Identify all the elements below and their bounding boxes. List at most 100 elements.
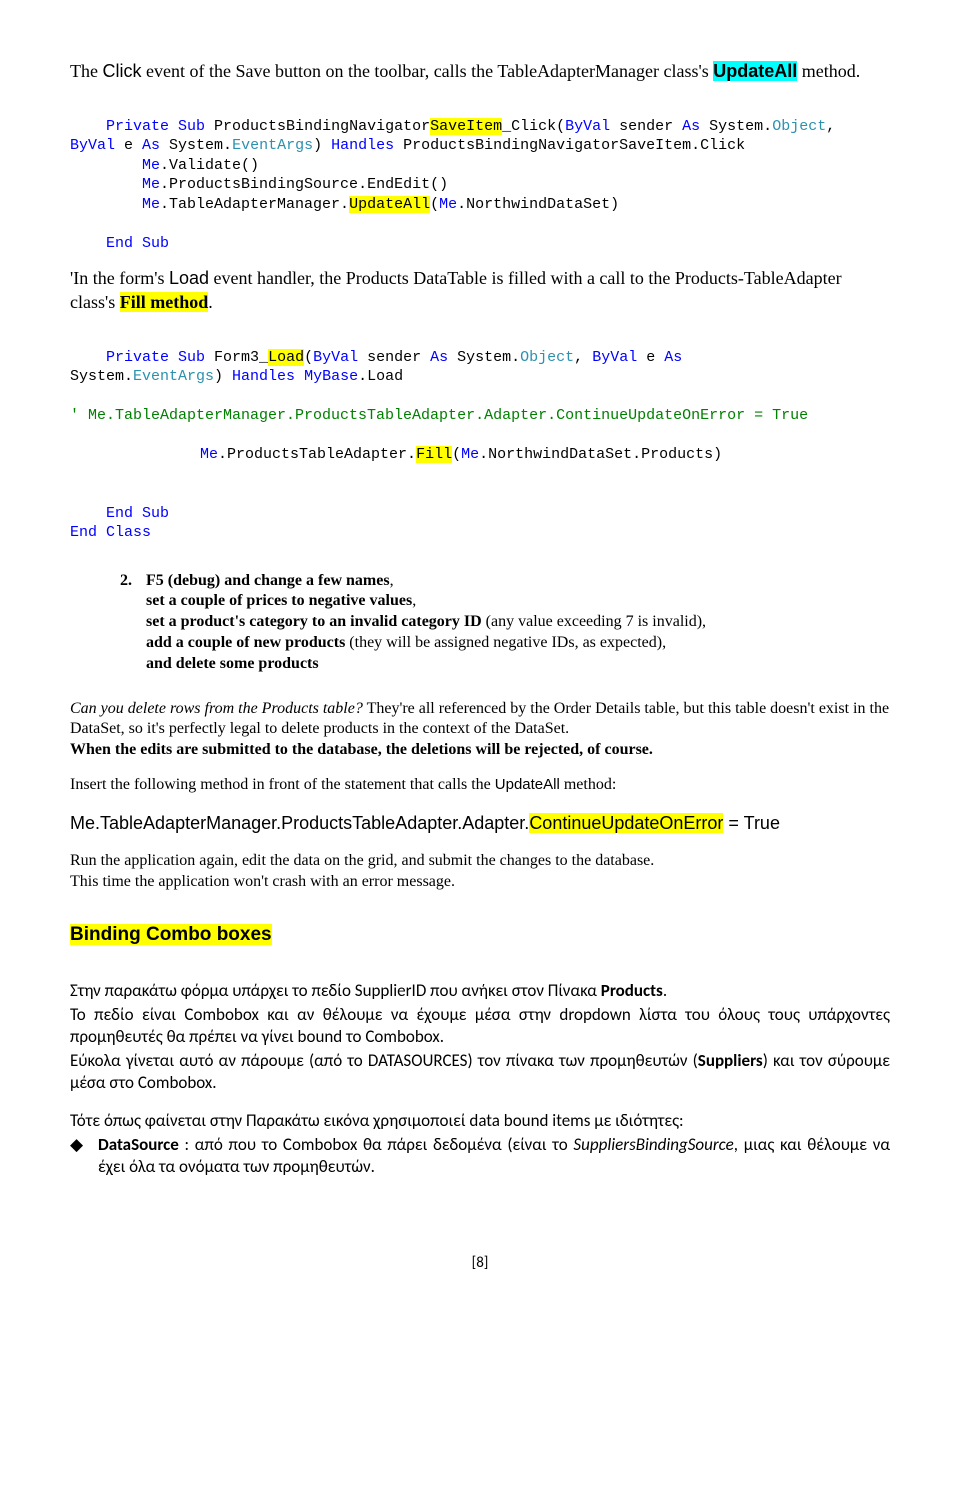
load-word: Load xyxy=(169,268,209,288)
txt: form's xyxy=(119,268,169,288)
run-again-paragraph: Run the application again, edit the data… xyxy=(70,851,890,893)
kw: ByVal xyxy=(565,118,610,135)
txt: ( xyxy=(452,446,461,463)
txt: e xyxy=(637,349,664,366)
kw: Private Sub xyxy=(70,118,205,135)
kw: Private Sub xyxy=(70,349,205,366)
load-paragraph: 'In the form's Load event handler, the P… xyxy=(70,267,890,314)
kw: As xyxy=(430,349,448,366)
txt: : από που το Combobox θα πάρει δεδομένα … xyxy=(179,1134,574,1155)
txt: System. xyxy=(160,137,232,154)
click-word: Click xyxy=(102,61,141,81)
txt: Form3_ xyxy=(205,349,268,366)
section-heading: Binding Combo boxes xyxy=(70,924,272,945)
continue-update-line: Me.TableAdapterManager.ProductsTableAdap… xyxy=(70,812,890,835)
txt: . xyxy=(208,292,213,312)
kw: Handles xyxy=(331,137,394,154)
delete-rows-paragraph: Can you delete rows from the Products ta… xyxy=(70,699,890,761)
txt: ) xyxy=(214,368,232,385)
kw: As xyxy=(682,118,700,135)
updateall-ref: UpdateAll xyxy=(495,776,560,793)
type: Object xyxy=(772,118,826,135)
kw: MyBase xyxy=(295,368,358,385)
kw: Handles xyxy=(232,368,295,385)
txt: ProductsBindingNavigator xyxy=(205,118,430,135)
insert-method-paragraph: Insert the following method in front of … xyxy=(70,775,890,796)
txt: ) xyxy=(313,137,331,154)
kw: ByVal xyxy=(592,349,637,366)
txt: .Validate() xyxy=(160,157,259,174)
txt: System. xyxy=(700,118,772,135)
txt: Run the application again, edit the data… xyxy=(70,851,890,872)
step-line: add a couple of new products xyxy=(146,634,349,651)
txt: System. xyxy=(448,349,520,366)
kw: Me xyxy=(461,446,479,463)
txt: .TableAdapterManager. xyxy=(160,196,349,213)
text: method. xyxy=(797,61,860,81)
kw: Me xyxy=(70,196,160,213)
txt: ( xyxy=(304,349,313,366)
step-line: set a product's category to an invalid c… xyxy=(146,613,486,630)
page-number: [8] xyxy=(70,1254,890,1274)
txt: Me.TableAdapterManager.ProductsTableAdap… xyxy=(70,813,529,833)
step-line: set a couple of prices to negative value… xyxy=(146,592,412,609)
txt: method: xyxy=(560,776,616,793)
step-2-block: 2. F5 (debug) and change a few names, se… xyxy=(70,571,890,675)
hl: ContinueUpdateOnError xyxy=(529,813,723,833)
step-line: F5 (debug) and change a few names xyxy=(146,572,390,589)
txt: .NorthwindDataSet) xyxy=(457,196,619,213)
txt: ProductsBindingNavigatorSaveItem.Click xyxy=(394,137,745,154)
kw: ByVal xyxy=(70,137,115,154)
type: EventArgs xyxy=(133,368,214,385)
code-block-2: Private Sub Form3_Load(ByVal sender As S… xyxy=(70,328,890,543)
txt: .Load xyxy=(358,368,403,385)
kw: Me xyxy=(70,157,160,174)
step-number: 2. xyxy=(120,572,132,589)
code-block-1: Private Sub ProductsBindingNavigatorSave… xyxy=(70,97,890,253)
greek-section: Στην παρακάτω φόρμα υπάρχει το πεδίο Sup… xyxy=(70,980,890,1179)
txt: .NorthwindDataSet.Products) xyxy=(479,446,722,463)
type: Object xyxy=(520,349,574,366)
txt: .ProductsTableAdapter. xyxy=(218,446,416,463)
bullet-icon: ◆ xyxy=(70,1135,83,1154)
intro-paragraph: The Click event of the Save button on th… xyxy=(70,60,890,83)
type: EventArgs xyxy=(232,137,313,154)
txt: , xyxy=(412,592,416,609)
txt: sender xyxy=(358,349,430,366)
hl: SaveItem xyxy=(430,118,502,135)
txt: SuppliersBindingSource xyxy=(573,1134,733,1155)
datasource-label: DataSource xyxy=(98,1134,179,1155)
hl: Load xyxy=(268,349,304,366)
txt: , xyxy=(574,349,592,366)
greek-p4: Τότε όπως φαίνεται στην Παρακάτω εικόνα … xyxy=(70,1110,890,1132)
txt: 'In the xyxy=(70,268,119,288)
txt: Εύκολα γίνεται αυτό αν πάρουμε (από το D… xyxy=(70,1050,698,1071)
text: event of the Save button on the toolbar,… xyxy=(141,61,713,81)
kw: End Sub xyxy=(70,505,169,522)
hl: UpdateAll xyxy=(349,196,430,213)
txt: , xyxy=(826,118,844,135)
rejected-line: When the edits are submitted to the data… xyxy=(70,740,890,761)
txt: Products xyxy=(601,980,663,1001)
text: The xyxy=(70,61,102,81)
kw: ByVal xyxy=(313,349,358,366)
kw: Me xyxy=(70,176,160,193)
txt: . xyxy=(663,980,667,1001)
txt: .ProductsBindingSource.EndEdit() xyxy=(160,176,448,193)
txt: ( xyxy=(430,196,439,213)
comment: ' Me.TableAdapterManager.ProductsTableAd… xyxy=(70,407,808,424)
txt: = True xyxy=(723,813,780,833)
txt: (any value exceeding 7 is invalid), xyxy=(486,613,706,630)
kw: End Class xyxy=(70,524,151,541)
updateall-word: UpdateAll xyxy=(713,61,797,81)
txt: , xyxy=(390,572,394,589)
txt: System. xyxy=(70,368,133,385)
txt: Στην παρακάτω φόρμα υπάρχει το πεδίο Sup… xyxy=(70,980,601,1001)
txt: Suppliers xyxy=(698,1050,763,1071)
txt: sender xyxy=(610,118,682,135)
greek-p2: Το πεδίο είναι Combobox και αν θέλουμε ν… xyxy=(70,1004,890,1048)
txt: (they will be assigned negative IDs, as … xyxy=(349,634,666,651)
kw: As xyxy=(664,349,682,366)
txt: _Click( xyxy=(502,118,565,135)
question: Can you delete rows from the Products ta… xyxy=(70,700,363,717)
